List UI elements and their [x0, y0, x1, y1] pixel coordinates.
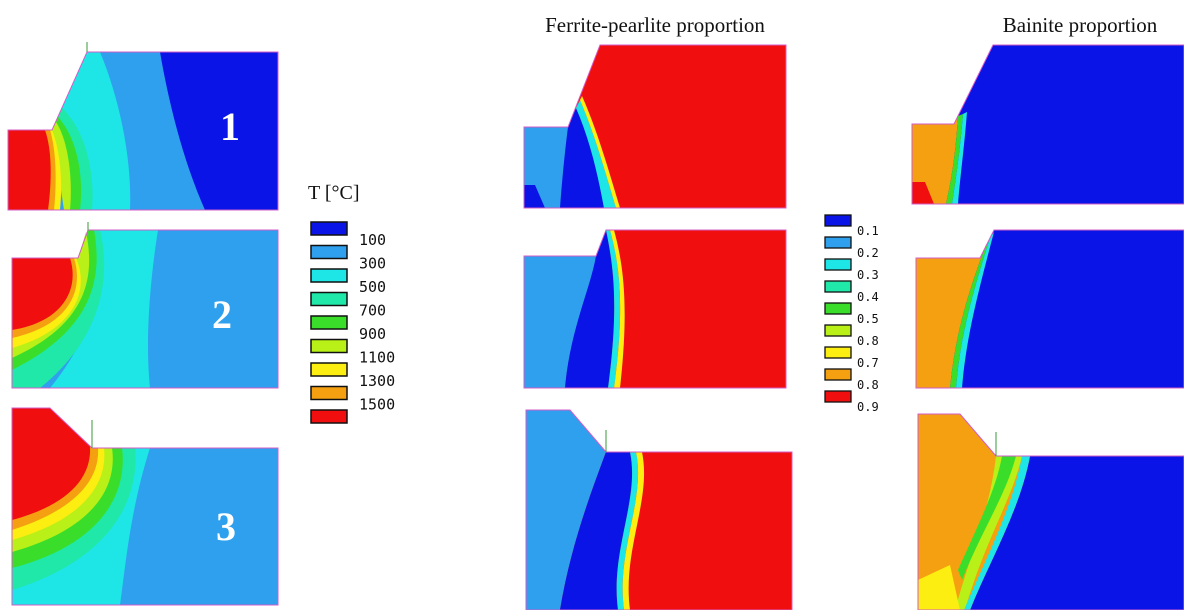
temperature-legend-label: 1300	[359, 372, 395, 390]
temperature-legend-label: 900	[359, 325, 386, 343]
temperature-panel-1: 1	[7, 42, 279, 211]
proportion-legend-swatch	[824, 368, 852, 381]
bainite-title: Bainite proportion	[1003, 13, 1158, 37]
temperature-legend: T [°C] 100 300 500 700 900 1100 1300 1500	[308, 182, 395, 424]
ferrite-pearlite-panel-2	[523, 229, 787, 389]
ferrite-pearlite-panel-1	[523, 44, 787, 209]
temperature-legend-label: 300	[359, 255, 386, 273]
temperature-legend-swatch	[310, 315, 348, 330]
proportion-legend-label: 0.5	[857, 312, 879, 326]
proportion-legend-swatch	[824, 236, 852, 249]
temperature-legend-swatch	[310, 385, 348, 401]
stage-label-3: 3	[216, 504, 236, 549]
proportion-legend-swatch	[824, 214, 852, 227]
bainite-panel-2	[915, 229, 1184, 389]
temperature-legend-title: T [°C]	[308, 182, 360, 204]
temperature-legend-swatch	[310, 338, 348, 354]
proportion-legend-label: 0.9	[857, 400, 879, 414]
temperature-panel-3: 3	[11, 407, 279, 606]
proportion-legend: 0.1 0.2 0.3 0.4 0.5 0.8 0.7 0.8 0.9	[824, 214, 879, 414]
temperature-legend-swatch	[310, 244, 348, 260]
bainite-panel-1	[911, 44, 1184, 205]
proportion-legend-swatch	[824, 258, 852, 271]
proportion-legend-swatch	[824, 324, 852, 337]
proportion-legend-swatch	[824, 390, 852, 403]
temperature-legend-swatch	[310, 362, 348, 377]
temperature-legend-label: 700	[359, 302, 386, 320]
proportion-legend-label: 0.3	[857, 268, 879, 282]
temperature-legend-swatch	[310, 221, 348, 236]
temperature-legend-swatch	[310, 409, 348, 424]
temperature-legend-label: 1500	[359, 396, 395, 414]
proportion-legend-swatch	[824, 346, 852, 359]
temperature-legend-label: 1100	[359, 349, 395, 367]
temperature-legend-label: 100	[359, 231, 386, 249]
temperature-panel-2: 2	[11, 222, 279, 389]
proportion-legend-swatch	[824, 302, 852, 315]
stage-label-1: 1	[220, 104, 240, 149]
proportion-legend-label: 0.2	[857, 246, 879, 260]
proportion-legend-label: 0.7	[857, 356, 879, 370]
proportion-legend-label: 0.4	[857, 290, 879, 304]
ferrite-pearlite-panel-3	[525, 409, 793, 610]
proportion-legend-label: 0.1	[857, 224, 879, 238]
bainite-panel-3	[917, 413, 1184, 610]
temperature-legend-swatch	[310, 291, 348, 307]
ferrite-pearlite-title: Ferrite-pearlite proportion	[545, 13, 765, 37]
temperature-legend-swatch	[310, 268, 348, 283]
stage-label-2: 2	[212, 292, 232, 337]
proportion-legend-label: 0.8	[857, 378, 879, 392]
temperature-legend-label: 500	[359, 278, 386, 296]
proportion-legend-swatch	[824, 280, 852, 293]
proportion-legend-label: 0.8	[857, 334, 879, 348]
